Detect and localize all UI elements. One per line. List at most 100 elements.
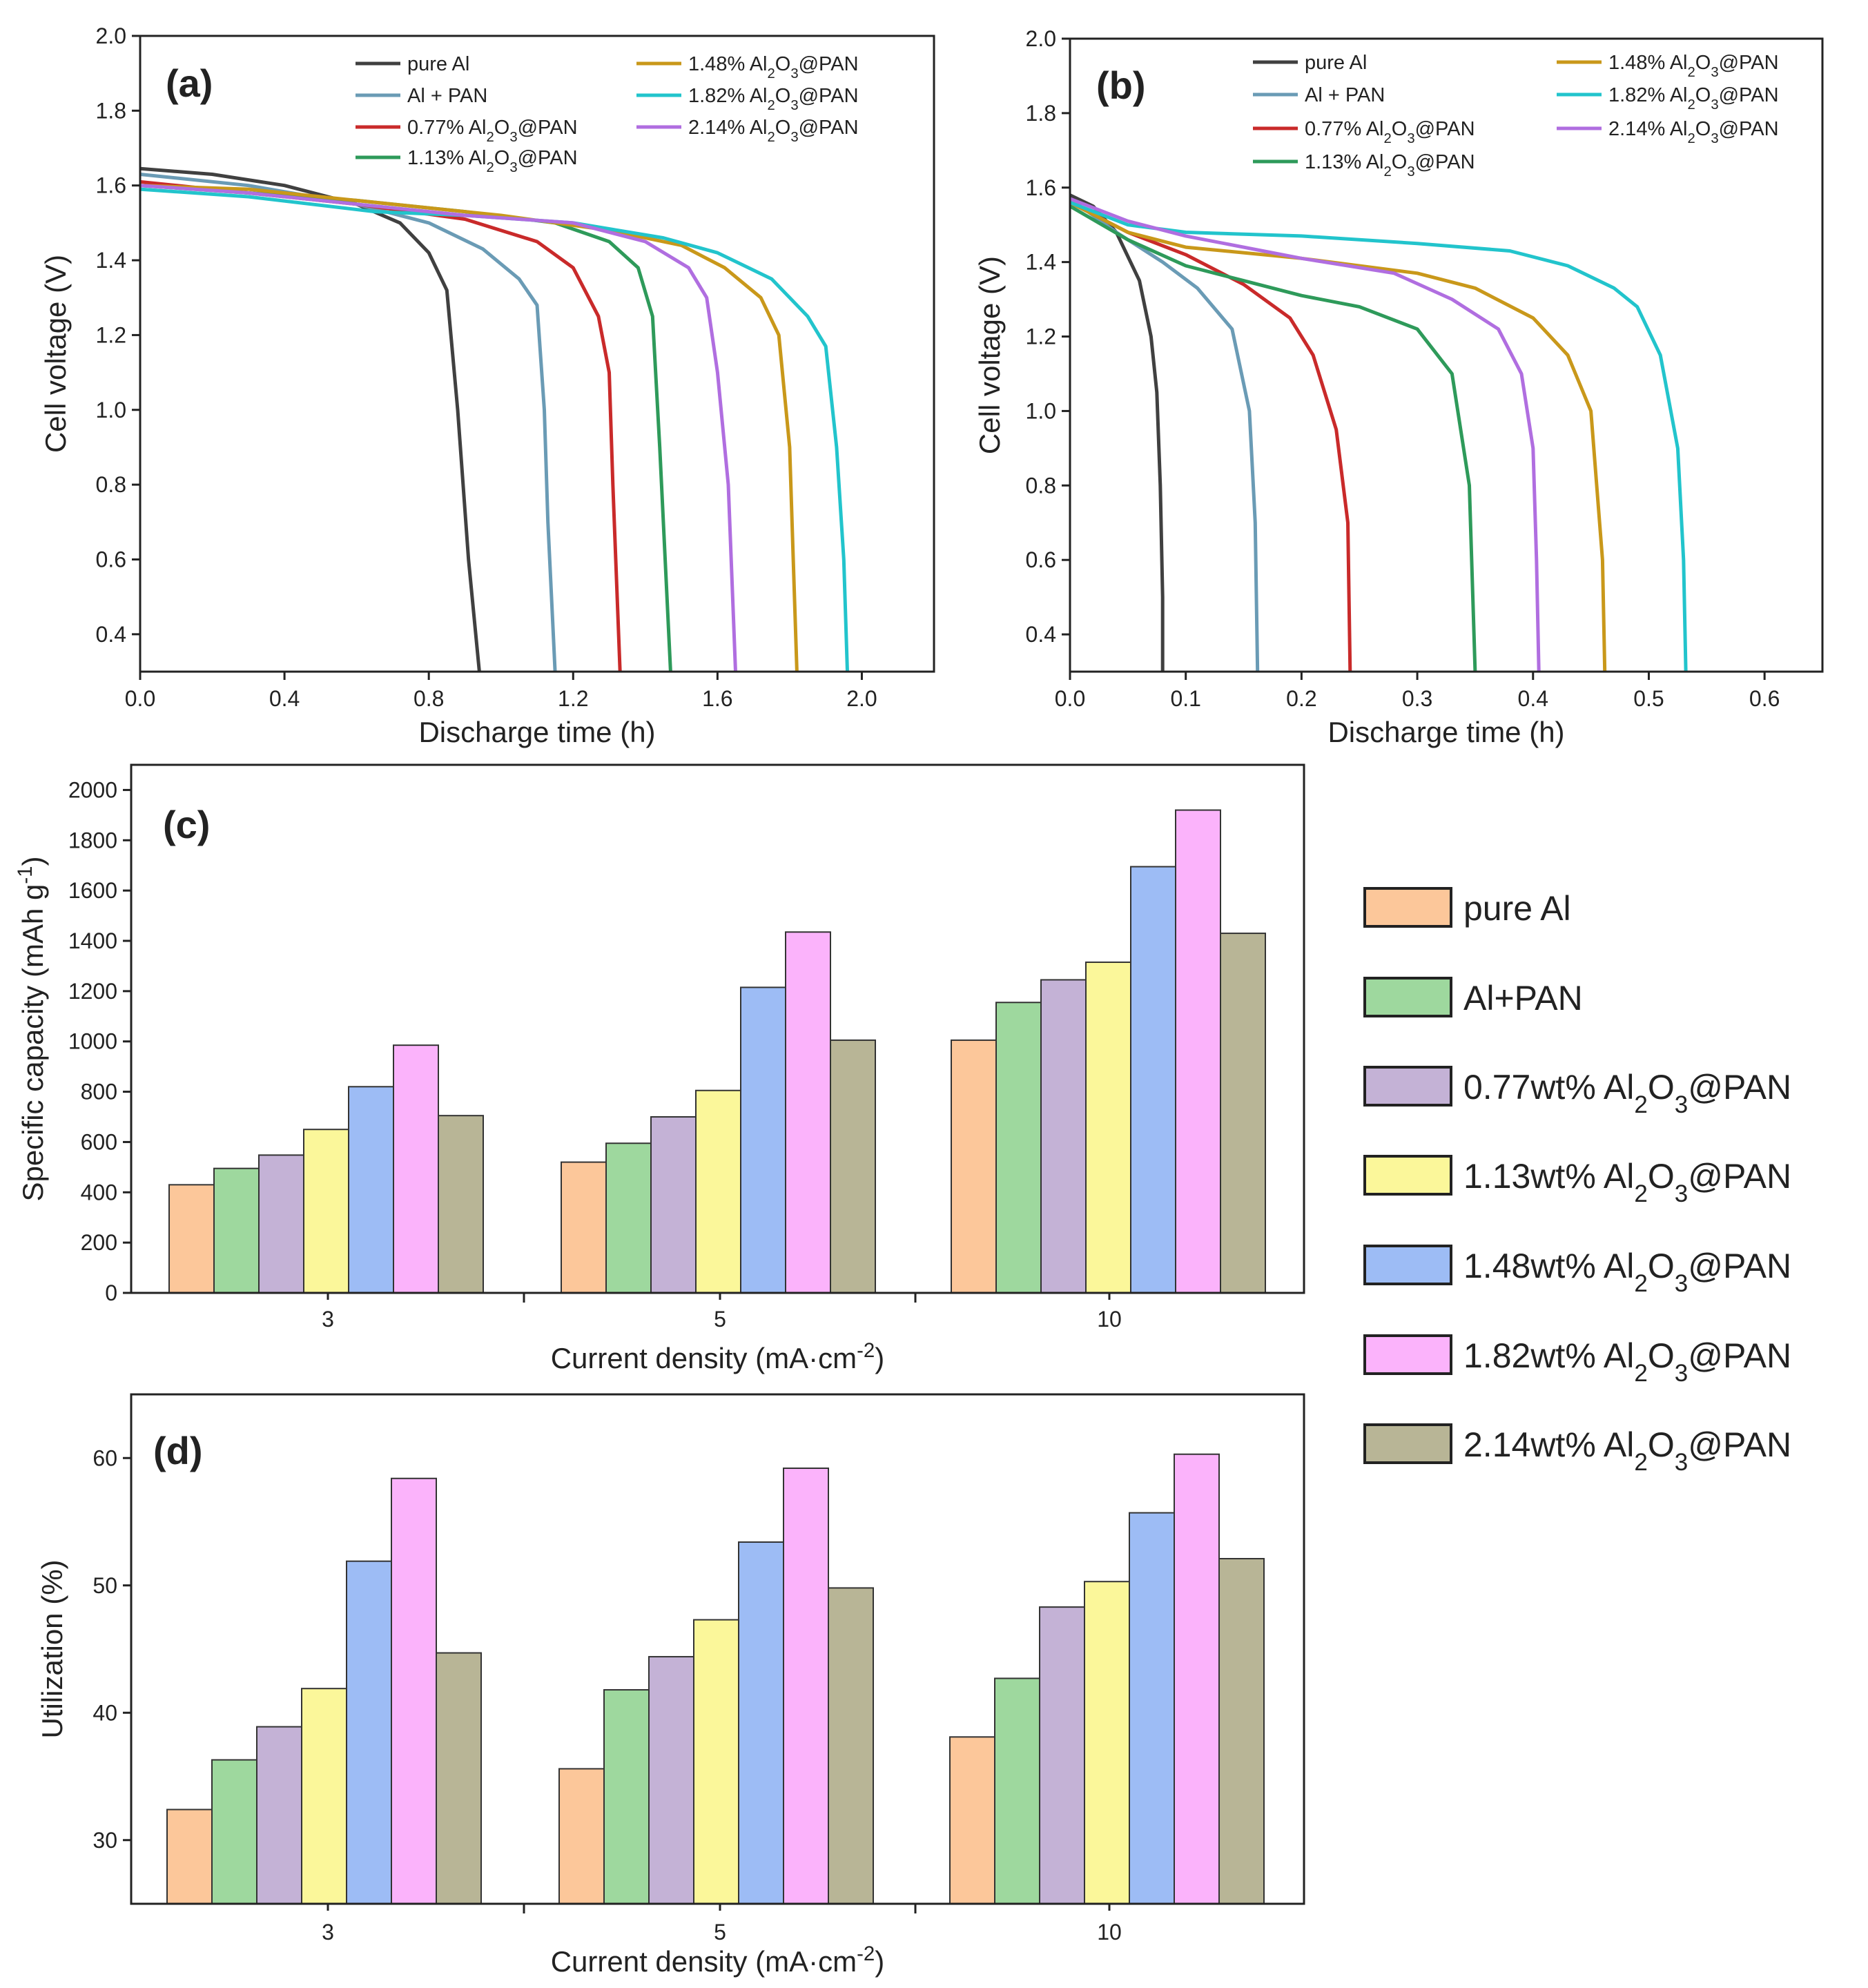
panel-label: (c) <box>163 803 210 846</box>
y-tick-label: 400 <box>81 1180 117 1205</box>
legend-swatch <box>1363 1334 1452 1375</box>
series-line <box>139 166 481 672</box>
legend-label: pure Al <box>407 53 469 75</box>
line-chart-a: 0.0 0.4 0.8 1.2 1.6 2.0 0.4 0.6 0.8 1.0 1.2 1.4 1.6 1… <box>39 23 935 748</box>
y-tick-label: 1800 <box>68 828 117 852</box>
y-tick-label: 1.6 <box>96 173 126 198</box>
y-tick-label: 40 <box>93 1700 117 1725</box>
legend-label: 1.13wt% Al2O3@PAN <box>1463 1157 1791 1207</box>
plot-frame <box>1069 37 1824 673</box>
bar <box>301 1688 347 1905</box>
y-tick-label: 2000 <box>68 777 117 802</box>
y-tick-label: 200 <box>81 1230 117 1255</box>
y-tick-label: 800 <box>81 1080 117 1104</box>
x-tick-label: 1.6 <box>702 686 732 711</box>
y-tick-label: 0.6 <box>1026 547 1056 572</box>
bar <box>211 1759 257 1904</box>
y-tick-label: 0.8 <box>96 472 126 497</box>
bar <box>1218 1558 1265 1904</box>
x-tick-label: 1.2 <box>558 686 588 711</box>
x-tick-label: 5 <box>714 1307 726 1332</box>
x-tick-label: 0.5 <box>1633 686 1664 711</box>
x-tick-label: 3 <box>322 1307 334 1332</box>
y-axis-label: Specific capacity (mAh g-1) <box>14 857 50 1202</box>
bar <box>1129 1512 1175 1904</box>
bar <box>166 1809 213 1904</box>
legend-label: pure Al <box>1463 889 1571 928</box>
legend-swatch <box>1363 1155 1452 1196</box>
legend-label: 0.77% Al2O3@PAN <box>407 117 578 145</box>
y-axis-label: Cell voltage (V) <box>39 255 72 453</box>
x-tick-label: 0.2 <box>1286 686 1316 711</box>
legend-label: 1.48% Al2O3@PAN <box>1608 52 1779 80</box>
bar <box>828 1587 874 1904</box>
bar <box>561 1161 607 1294</box>
x-tick-label: 3 <box>322 1920 334 1945</box>
series-line <box>139 187 849 672</box>
y-tick-label: 2.0 <box>1026 26 1056 51</box>
panel-label: (b) <box>1096 64 1146 107</box>
bar <box>994 1677 1040 1905</box>
bar <box>391 1477 437 1904</box>
bar <box>949 1736 995 1904</box>
legend-label: 1.82% Al2O3@PAN <box>688 85 859 113</box>
legend-label: 2.14% Al2O3@PAN <box>1608 118 1779 146</box>
bar <box>1040 979 1087 1294</box>
panel-label: (d) <box>153 1429 203 1472</box>
bar <box>605 1142 652 1294</box>
bar <box>213 1167 260 1294</box>
x-axis-label: Discharge time (h) <box>418 716 655 748</box>
bar <box>951 1039 997 1294</box>
y-tick-label: 50 <box>93 1573 117 1598</box>
bar <box>258 1154 304 1294</box>
legend-label: 1.48% Al2O3@PAN <box>688 53 859 81</box>
x-tick-label: 0.6 <box>1749 686 1780 711</box>
bar <box>348 1086 394 1294</box>
series-line <box>1069 204 1477 672</box>
bar <box>1084 1581 1130 1905</box>
y-tick-label: 0.8 <box>1026 473 1056 498</box>
bar <box>693 1619 739 1904</box>
panel-label: (a) <box>166 61 213 105</box>
y-tick-label: 0 <box>105 1280 117 1305</box>
legend-label: Al + PAN <box>407 85 487 107</box>
bar-chart-d: 3 5 10 30 40 50 60 Current density (mA·cm-2) Uti… <box>36 1393 1305 1978</box>
y-tick-label: 1.8 <box>1026 101 1056 126</box>
y-tick-label: 1200 <box>68 979 117 1004</box>
bar <box>303 1129 349 1294</box>
y-tick-label: 1600 <box>68 878 117 903</box>
legend-label: 2.14% Al2O3@PAN <box>688 117 859 145</box>
legend-label: Al+PAN <box>1463 979 1583 1017</box>
legend-swatch <box>1363 1423 1452 1464</box>
series-line <box>1069 201 1607 672</box>
y-tick-label: 0.6 <box>96 547 126 572</box>
y-tick-label: 1000 <box>68 1029 117 1054</box>
bar <box>603 1689 650 1905</box>
legend-swatch <box>1363 977 1452 1017</box>
y-axis-label: Utilization (%) <box>36 1559 68 1738</box>
legend-label: 1.82% Al2O3@PAN <box>1608 84 1779 113</box>
legend-label: 2.14wt% Al2O3@PAN <box>1463 1425 1791 1476</box>
series-line <box>139 184 672 672</box>
bar <box>830 1039 876 1294</box>
y-tick-label: 0.4 <box>96 622 126 647</box>
plot-frame <box>139 35 935 673</box>
legend-label: Al + PAN <box>1305 84 1385 106</box>
bar <box>1039 1606 1085 1904</box>
x-tick-label: 2.0 <box>846 686 877 711</box>
legend-swatch <box>1363 1245 1452 1285</box>
bar <box>256 1726 302 1904</box>
y-tick-label: 1.2 <box>1026 324 1056 349</box>
x-tick-label: 0.3 <box>1402 686 1432 711</box>
bar <box>1174 1453 1220 1905</box>
bar <box>995 1002 1042 1294</box>
y-tick-label: 1.8 <box>96 98 126 123</box>
plot-frame <box>130 1393 1305 1905</box>
series-line <box>1069 201 1352 672</box>
bar <box>740 986 786 1294</box>
y-tick-label: 1.0 <box>96 398 126 422</box>
bar <box>436 1652 482 1904</box>
series-line <box>1069 200 1688 672</box>
series-line <box>139 184 799 672</box>
